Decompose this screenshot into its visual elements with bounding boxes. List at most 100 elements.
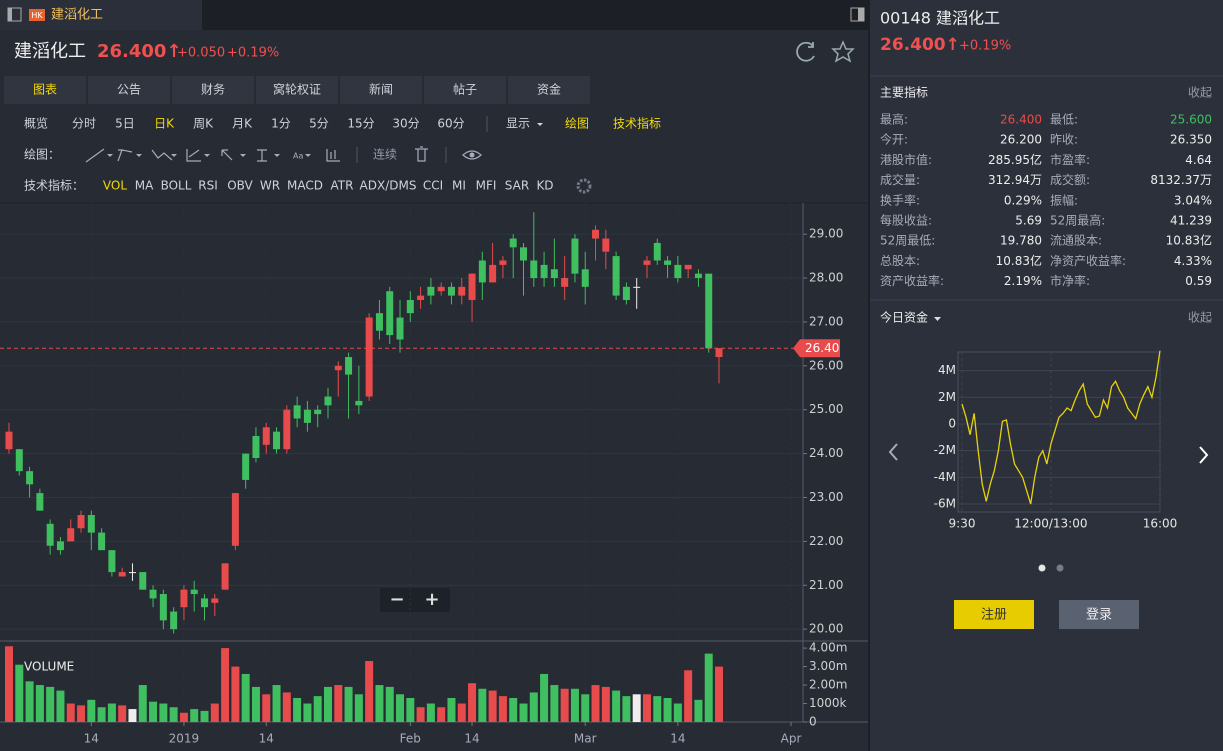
candle-body [190, 589, 198, 595]
prev-arrow[interactable] [888, 443, 898, 461]
indicator-option[interactable]: KD [536, 179, 553, 193]
candle-body [159, 594, 167, 621]
tool-option[interactable]: 显示 [506, 117, 530, 131]
candle-body [98, 532, 106, 551]
tab-button[interactable] [508, 76, 590, 104]
candle-body [345, 357, 353, 375]
login-button[interactable] [1059, 600, 1139, 629]
refresh-icon[interactable] [796, 41, 815, 62]
period-option[interactable]: 15分 [347, 117, 374, 131]
collapse-link[interactable]: 收起 [1188, 311, 1212, 325]
zoom-in[interactable]: + [424, 589, 439, 610]
volume-bar [313, 696, 322, 722]
period-option[interactable]: 1分 [271, 117, 291, 131]
candle-body [375, 313, 383, 331]
period-option[interactable]: 概览 [24, 116, 48, 131]
period-option[interactable]: 60分 [437, 117, 464, 131]
metric-label: 换手率: [880, 192, 920, 207]
period-option[interactable]: 30分 [392, 117, 419, 131]
register-button[interactable] [954, 600, 1034, 629]
candle-body [334, 365, 342, 371]
indicator-option[interactable]: WR [260, 179, 280, 193]
tab-label[interactable]: 资金 [537, 82, 561, 97]
y-tick-label: 21.00 [809, 578, 843, 592]
bar-tool[interactable] [326, 149, 340, 162]
y-tick-label: 1000k [809, 696, 847, 710]
tab-button[interactable] [424, 76, 506, 104]
channel-tool[interactable] [117, 149, 133, 162]
arrow-tool[interactable] [221, 149, 233, 161]
line-tool[interactable] [85, 148, 105, 163]
tab-button[interactable] [172, 76, 254, 104]
trash-icon[interactable] [415, 146, 428, 162]
indicator-option[interactable]: VOL [103, 179, 127, 193]
indicator-option[interactable]: MA [135, 179, 154, 193]
candle-body [653, 242, 661, 261]
indicator-option[interactable]: SAR [505, 179, 529, 193]
zoom-out[interactable]: − [389, 589, 404, 610]
tool-option[interactable]: 绘图 [565, 116, 589, 131]
tab-label[interactable]: 财务 [201, 82, 225, 97]
indicator-option[interactable]: MI [452, 179, 466, 193]
tab-label[interactable]: 图表 [33, 83, 57, 97]
volume-bar [694, 699, 703, 722]
indicator-option[interactable]: MACD [287, 179, 323, 193]
candle-body [149, 589, 157, 599]
font-tool[interactable]: Aa [293, 152, 303, 161]
period-option[interactable]: 分时 [72, 117, 96, 131]
candle-body [664, 260, 672, 265]
period-option[interactable]: 5分 [309, 117, 329, 131]
indicator-option[interactable]: BOLL [161, 179, 192, 193]
metric-label: 流通股本: [1050, 234, 1102, 248]
tool-option[interactable]: 技术指标 [613, 116, 661, 131]
volume-bar [601, 686, 610, 722]
tab-label[interactable]: 帖子 [453, 82, 477, 97]
page-dot[interactable] [1056, 564, 1064, 572]
y-tick-label: -6M [934, 497, 956, 511]
y-tick-label: 29.00 [809, 227, 843, 241]
tab-label[interactable]: 公告 [117, 83, 141, 97]
eye-icon[interactable] [462, 150, 482, 160]
tab-label[interactable]: 新闻 [369, 82, 393, 97]
candle-body [602, 238, 610, 252]
dropdown-arrow [537, 123, 543, 126]
period-option[interactable]: 日K [154, 117, 175, 131]
volume-bar [169, 707, 178, 722]
register-label[interactable]: 注册 [981, 608, 1007, 623]
tab-button[interactable] [88, 76, 170, 104]
text-tool[interactable] [257, 149, 267, 162]
wave-tool[interactable] [151, 149, 173, 161]
tab-button[interactable] [340, 76, 422, 104]
tab-button[interactable] [256, 76, 338, 104]
indicator-option[interactable]: RSI [198, 179, 218, 193]
indicator-option[interactable]: ATR [331, 179, 354, 193]
period-option[interactable]: 5日 [115, 117, 135, 131]
metric-label: 52周最高: [1050, 213, 1105, 228]
volume-bar [622, 696, 631, 722]
indicator-option[interactable]: ADX/DMS [360, 179, 417, 193]
period-option[interactable]: 周K [193, 117, 214, 131]
metric-label: 52周最低: [880, 234, 935, 248]
y-tick-label: -2M [934, 443, 956, 457]
continuous-option[interactable]: 连续 [373, 147, 397, 162]
indicator-option[interactable]: MFI [476, 179, 497, 193]
volume-title: VOLUME [24, 660, 74, 674]
metric-label: 最高: [880, 112, 908, 127]
indicator-option[interactable]: CCI [423, 179, 443, 193]
next-arrow[interactable] [1199, 446, 1209, 464]
collapse-link[interactable]: 收起 [1188, 86, 1212, 100]
tab-label[interactable]: 窝轮权证 [273, 82, 321, 97]
fib-tool[interactable] [186, 149, 201, 162]
indicator-option[interactable]: OBV [227, 179, 253, 193]
volume-bar [540, 673, 549, 722]
y-tick-label: 26.00 [809, 358, 843, 372]
volume-bar [385, 686, 394, 722]
star-icon[interactable] [831, 40, 855, 63]
tab-button[interactable] [4, 76, 86, 104]
login-label[interactable]: 登录 [1086, 608, 1112, 623]
fund-title[interactable]: 今日资金 [880, 310, 928, 325]
volume-bar [323, 686, 332, 722]
page-dot-active[interactable] [1038, 564, 1046, 572]
settings-icon[interactable] [576, 178, 592, 194]
period-option[interactable]: 月K [232, 117, 253, 131]
